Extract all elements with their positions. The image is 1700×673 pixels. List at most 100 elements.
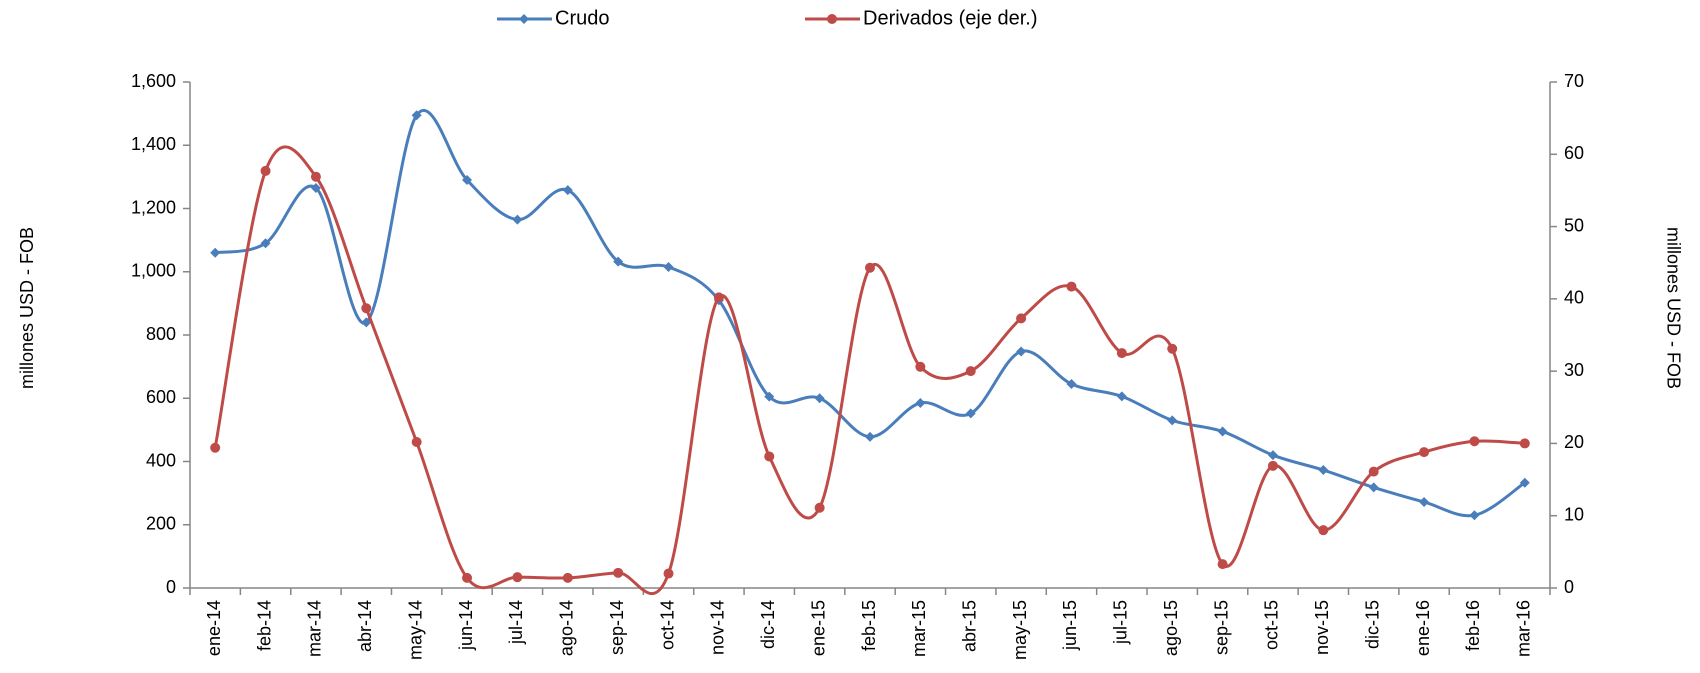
y2-tick-label: 20	[1564, 432, 1584, 452]
data-point	[764, 391, 775, 402]
data-point	[210, 442, 221, 453]
y2-tick-label: 60	[1564, 143, 1584, 163]
data-point	[512, 214, 523, 225]
x-tick-label: jun-14	[456, 600, 476, 651]
data-point	[260, 165, 271, 176]
data-point	[210, 247, 221, 258]
series-line	[213, 145, 1525, 595]
data-point	[1016, 346, 1027, 357]
data-point	[411, 436, 422, 447]
data-point	[1419, 447, 1430, 458]
legend-marker	[519, 14, 529, 24]
data-point	[310, 182, 321, 193]
x-tick-label: jun-15	[1060, 600, 1080, 651]
data-point	[915, 397, 926, 408]
data-point	[1167, 415, 1178, 426]
data-point	[764, 451, 775, 462]
data-point	[562, 572, 573, 583]
series-line	[214, 109, 1526, 518]
x-tick-label: ago-15	[1161, 600, 1181, 656]
data-point	[462, 175, 473, 186]
data-point	[915, 361, 926, 372]
data-point	[613, 256, 624, 267]
x-tick-label: nov-15	[1312, 600, 1332, 655]
data-point	[1469, 510, 1480, 521]
y-tick-label: 400	[146, 450, 176, 470]
x-tick-label: ene-14	[204, 600, 224, 656]
x-tick-label: mar-14	[305, 600, 325, 657]
x-tick-label: dic-15	[1362, 600, 1382, 649]
y2-axis-label: millones USD - FOB	[1663, 227, 1683, 389]
data-point	[663, 262, 674, 273]
x-tick-label: jul-14	[506, 600, 526, 645]
data-point	[1519, 438, 1530, 449]
x-tick-label: sep-15	[1211, 600, 1231, 655]
data-point	[1318, 525, 1329, 536]
legend-label: Derivados (eje der.)	[863, 7, 1038, 29]
y-tick-label: 1,600	[131, 71, 176, 91]
data-point	[1116, 348, 1127, 359]
data-point	[462, 572, 473, 583]
x-tick-label: feb-14	[254, 600, 274, 651]
data-point	[1167, 343, 1178, 354]
data-point	[613, 567, 624, 578]
data-point	[361, 317, 372, 328]
x-tick-label: oct-15	[1262, 600, 1282, 650]
x-tick-label: feb-15	[859, 600, 879, 651]
y-tick-label: 1,200	[131, 197, 176, 217]
data-point	[260, 238, 271, 249]
x-tick-label: may-14	[405, 600, 425, 660]
x-tick-label: abr-15	[959, 600, 979, 652]
data-point	[1217, 426, 1228, 437]
data-point	[1066, 281, 1077, 292]
data-point	[865, 431, 875, 442]
legend-label: Crudo	[555, 7, 609, 29]
data-point	[814, 393, 825, 404]
y2-tick-label: 10	[1564, 504, 1584, 524]
data-point	[361, 303, 372, 314]
y-tick-label: 0	[166, 577, 176, 597]
data-point	[814, 502, 825, 513]
x-tick-label: ene-16	[1413, 600, 1433, 656]
data-point	[1368, 482, 1379, 493]
x-tick-label: ene-15	[808, 600, 828, 656]
data-point	[1519, 477, 1530, 488]
data-point	[1318, 465, 1329, 476]
y2-tick-label: 50	[1564, 215, 1584, 235]
data-point	[1217, 559, 1228, 570]
data-point	[411, 110, 422, 121]
data-point	[1368, 466, 1379, 477]
y-tick-label: 800	[146, 324, 176, 344]
y-axis-label: millones USD - FOB	[17, 227, 37, 389]
x-tick-label: may-15	[1010, 600, 1030, 660]
x-tick-label: sep-14	[607, 600, 627, 655]
data-point	[713, 292, 724, 303]
x-tick-label: mar-16	[1514, 600, 1534, 657]
data-point	[1469, 436, 1480, 447]
y2-tick-label: 0	[1564, 577, 1574, 597]
y2-tick-label: 30	[1564, 360, 1584, 380]
x-tick-label: ago-14	[557, 600, 577, 656]
x-tick-label: dic-14	[758, 600, 778, 649]
data-point	[865, 262, 875, 273]
y2-tick-label: 40	[1564, 288, 1584, 308]
data-point	[310, 171, 321, 182]
data-point	[965, 408, 976, 419]
x-tick-label: nov-14	[708, 600, 728, 655]
x-tick-label: feb-16	[1463, 600, 1483, 651]
y-tick-label: 1,400	[131, 134, 176, 154]
y-tick-label: 1,000	[131, 261, 176, 281]
data-point	[1116, 391, 1127, 402]
legend-marker	[827, 14, 837, 24]
data-point	[562, 185, 573, 196]
x-tick-label: abr-14	[355, 600, 375, 652]
data-point	[1267, 450, 1278, 461]
data-point	[965, 366, 976, 377]
x-tick-label: jul-15	[1111, 600, 1131, 645]
y2-tick-label: 70	[1564, 71, 1584, 91]
y-tick-label: 200	[146, 514, 176, 534]
data-point	[663, 568, 674, 579]
x-tick-label: oct-14	[657, 600, 677, 650]
data-point	[1066, 379, 1077, 390]
